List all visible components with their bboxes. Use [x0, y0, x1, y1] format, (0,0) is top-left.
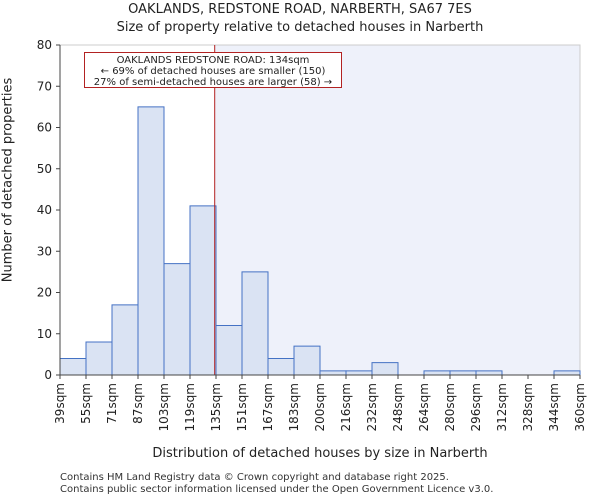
x-tick-label-103sqm: 103sqm — [157, 383, 171, 431]
x-axis-label: Distribution of detached houses by size … — [152, 446, 488, 461]
bar-135sqm — [215, 325, 243, 376]
x-tick-label-71sqm: 71sqm — [105, 383, 119, 424]
bar-55sqm — [85, 341, 113, 376]
bar-103sqm — [163, 263, 191, 376]
y-tick-label: 0 — [44, 368, 52, 382]
footer-line-2: Contains public sector information licen… — [60, 484, 494, 495]
y-tick-label: 30 — [37, 244, 52, 258]
x-tick-label-167sqm: 167sqm — [261, 383, 275, 431]
x-tick-label-344sqm: 344sqm — [547, 383, 561, 431]
x-tick-label-200sqm: 200sqm — [313, 383, 327, 431]
x-tick-label-87sqm: 87sqm — [131, 383, 145, 424]
x-tick-label-328sqm: 328sqm — [521, 383, 535, 431]
bar-296sqm — [475, 370, 503, 376]
y-tick-label: 60 — [37, 121, 52, 135]
x-tick-label-280sqm: 280sqm — [443, 383, 457, 431]
x-tick-label-183sqm: 183sqm — [287, 383, 301, 431]
x-tick-label-119sqm: 119sqm — [183, 383, 197, 431]
y-tick-label: 20 — [37, 286, 52, 300]
y-tick-label: 50 — [37, 162, 52, 176]
bar-39sqm — [59, 358, 87, 376]
x-tick-label-151sqm: 151sqm — [235, 383, 249, 431]
y-axis-label: Number of detached properties — [0, 77, 16, 283]
bar-216sqm — [345, 370, 373, 376]
highlight-region — [214, 45, 580, 375]
x-tick-label-232sqm: 232sqm — [365, 383, 379, 431]
bar-167sqm — [267, 358, 295, 376]
bar-232sqm — [371, 362, 399, 376]
chart-subtitle: Size of property relative to detached ho… — [116, 20, 484, 35]
bar-344sqm — [553, 370, 581, 376]
bar-264sqm — [423, 370, 451, 376]
bar-280sqm — [449, 370, 477, 376]
bar-71sqm — [111, 304, 139, 376]
x-tick-label-216sqm: 216sqm — [339, 383, 353, 431]
x-tick-label-264sqm: 264sqm — [417, 383, 431, 431]
bar-87sqm — [137, 106, 165, 376]
bar-151sqm — [241, 271, 269, 376]
chart-title: OAKLANDS, REDSTONE ROAD, NARBERTH, SA67 … — [128, 2, 472, 17]
bar-183sqm — [293, 345, 321, 376]
x-tick-label-55sqm: 55sqm — [79, 383, 93, 424]
x-tick-label-248sqm: 248sqm — [391, 383, 405, 431]
x-tick-label-360sqm: 360sqm — [573, 383, 587, 431]
x-tick-label-312sqm: 312sqm — [495, 383, 509, 431]
bar-119sqm — [189, 205, 217, 376]
annotation-line-3: 27% of semi-detached houses are larger (… — [93, 77, 333, 88]
y-tick-label: 80 — [37, 38, 52, 52]
y-tick-label: 10 — [37, 327, 52, 341]
annotation-line-2: ← 69% of detached houses are smaller (15… — [100, 66, 326, 77]
x-tick-label-296sqm: 296sqm — [469, 383, 483, 431]
footer-line-1: Contains HM Land Registry data © Crown c… — [60, 472, 449, 483]
annotation-line-1: OAKLANDS REDSTONE ROAD: 134sqm — [116, 55, 310, 66]
y-tick-label: 40 — [37, 203, 52, 217]
bar-200sqm — [319, 370, 347, 376]
annotation-box: OAKLANDS REDSTONE ROAD: 134sqm ← 69% of … — [84, 52, 342, 88]
x-tick-label-39sqm: 39sqm — [53, 383, 67, 424]
y-tick-label: 70 — [37, 79, 52, 93]
x-tick-label-135sqm: 135sqm — [209, 383, 223, 431]
